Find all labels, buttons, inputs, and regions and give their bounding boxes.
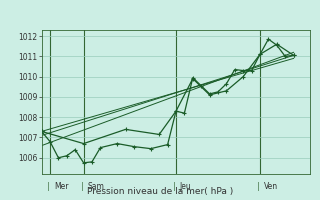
- Text: Sam: Sam: [87, 182, 104, 191]
- Text: Ven: Ven: [264, 182, 278, 191]
- Text: |: |: [173, 182, 176, 191]
- Text: Mer: Mer: [54, 182, 68, 191]
- Text: |: |: [257, 182, 260, 191]
- Text: Jeu: Jeu: [180, 182, 192, 191]
- Text: |: |: [81, 182, 83, 191]
- Text: Pression niveau de la mer( hPa ): Pression niveau de la mer( hPa ): [87, 187, 233, 196]
- Text: |: |: [47, 182, 50, 191]
